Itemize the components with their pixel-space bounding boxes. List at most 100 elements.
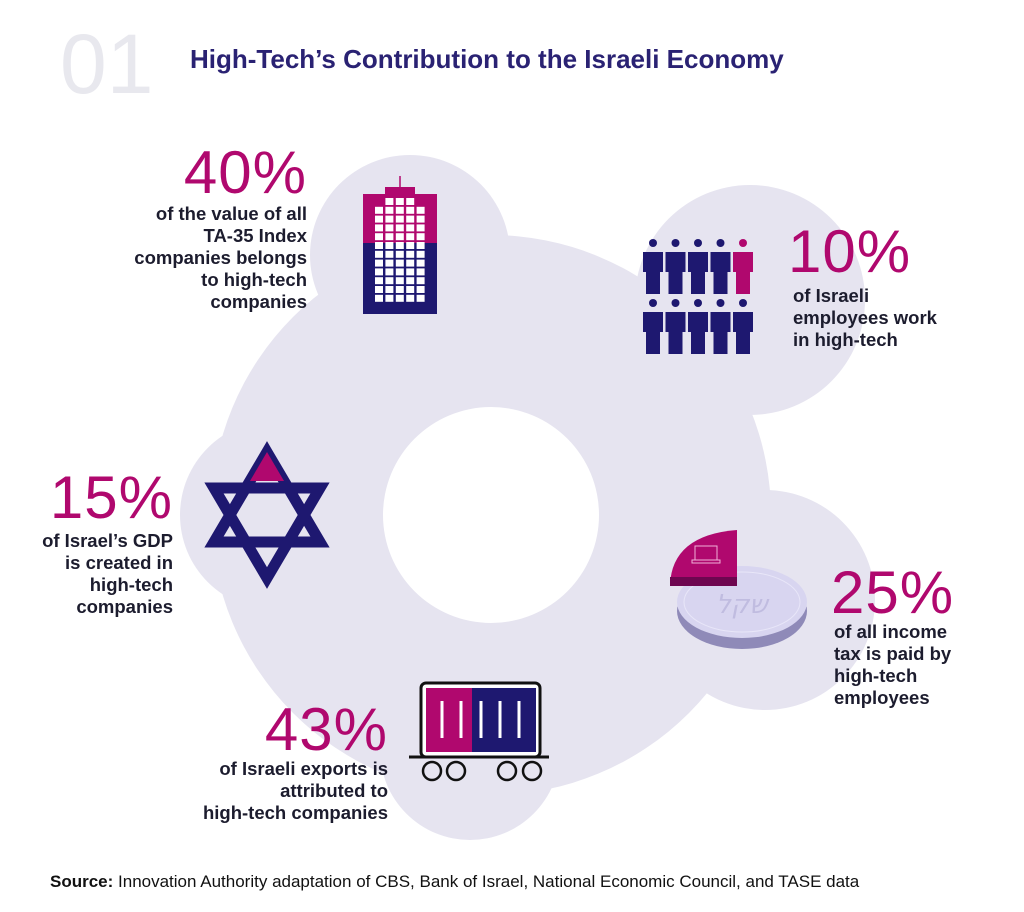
desc-line: of the value of all: [155, 203, 307, 224]
desc-line: is created in: [65, 552, 173, 573]
window: [416, 294, 425, 302]
person-figure: [733, 299, 753, 354]
desc-line: of Israel’s GDP: [42, 530, 173, 551]
window: [375, 250, 383, 258]
window: [385, 224, 394, 232]
window: [375, 286, 383, 293]
desc-line: to high-tech: [201, 269, 307, 290]
window: [406, 224, 415, 232]
desc-line: companies: [76, 596, 173, 617]
window: [416, 259, 425, 267]
section-number: 01: [60, 17, 154, 111]
desc-line: of all income: [834, 621, 948, 642]
stat-desc-exports: of Israeli exports is attributed to high…: [203, 758, 388, 824]
window: [416, 268, 425, 276]
stat-value-income-tax: 25%: [831, 559, 955, 626]
desc-line: high-tech: [834, 665, 918, 686]
person-figure: [643, 299, 663, 354]
window: [375, 224, 383, 232]
window: [375, 294, 383, 302]
window: [395, 294, 404, 302]
star-of-david-icon: [204, 441, 330, 589]
stat-value-exports: 43%: [264, 696, 388, 763]
window: [406, 198, 415, 205]
window: [385, 242, 394, 249]
stat-desc-tase: of the value of all TA-35 Index companie…: [134, 203, 307, 313]
window: [416, 215, 425, 223]
person-figure: [665, 299, 686, 354]
window: [375, 268, 383, 276]
window: [395, 224, 404, 232]
stat-value-tase: 40%: [183, 139, 307, 206]
cargo-container-icon: [409, 681, 549, 782]
window: [406, 259, 415, 267]
desc-line: employees: [834, 687, 930, 708]
desc-line: of Israeli exports is: [219, 758, 388, 779]
person-figure: [733, 239, 753, 294]
window: [406, 286, 415, 293]
window: [385, 286, 394, 293]
source-text: Innovation Authority adaptation of CBS, …: [113, 872, 860, 891]
window: [375, 206, 383, 214]
window: [385, 259, 394, 267]
people-icon: [643, 239, 753, 354]
desc-line: of Israeli: [793, 285, 870, 306]
window: [416, 277, 425, 285]
svg-text:שקל: שקל: [716, 590, 770, 620]
stat-value-gdp: 15%: [49, 464, 173, 531]
window: [406, 233, 415, 241]
desc-line: high-tech: [89, 574, 173, 595]
window: [395, 286, 404, 293]
person-figure: [710, 239, 731, 294]
source-note: Source: Innovation Authority adaptation …: [50, 872, 859, 892]
window: [416, 242, 425, 249]
window: [395, 198, 404, 205]
stat-desc-employees: of Israeli employees work in high-tech: [793, 285, 937, 351]
window: [395, 268, 404, 276]
window: [385, 277, 394, 285]
window: [395, 259, 404, 267]
window: [385, 250, 394, 258]
window: [395, 277, 404, 285]
ring-hole: [383, 407, 599, 623]
desc-line: TA-35 Index: [203, 225, 307, 246]
desc-line: tax is paid by: [834, 643, 952, 664]
window: [406, 268, 415, 276]
source-label: Source:: [50, 872, 114, 891]
window: [395, 242, 404, 249]
desc-line: companies: [210, 291, 307, 312]
window: [385, 233, 394, 241]
window: [416, 286, 425, 293]
window: [416, 250, 425, 258]
person-figure: [710, 299, 731, 354]
window: [395, 250, 404, 258]
stat-desc-gdp: of Israel’s GDP is created in high-tech …: [42, 530, 173, 618]
window: [385, 198, 394, 205]
person-figure: [688, 239, 708, 294]
window: [406, 206, 415, 214]
desc-line: high-tech companies: [202, 802, 388, 823]
window: [375, 233, 383, 241]
desc-line: companies belongs: [134, 247, 307, 268]
desc-line: attributed to: [280, 780, 388, 801]
window: [406, 215, 415, 223]
window: [385, 294, 394, 302]
window: [406, 277, 415, 285]
desc-line: employees work: [793, 307, 937, 328]
window: [406, 250, 415, 258]
window: [385, 206, 394, 214]
window: [416, 206, 425, 214]
window: [375, 215, 383, 223]
desc-line: in high-tech: [793, 329, 898, 350]
window: [375, 242, 383, 249]
window: [395, 215, 404, 223]
window: [385, 268, 394, 276]
window: [375, 277, 383, 285]
person-figure: [665, 239, 686, 294]
window: [375, 259, 383, 267]
building-icon: [363, 176, 437, 314]
window: [416, 224, 425, 232]
person-figure: [688, 299, 708, 354]
window: [406, 242, 415, 249]
